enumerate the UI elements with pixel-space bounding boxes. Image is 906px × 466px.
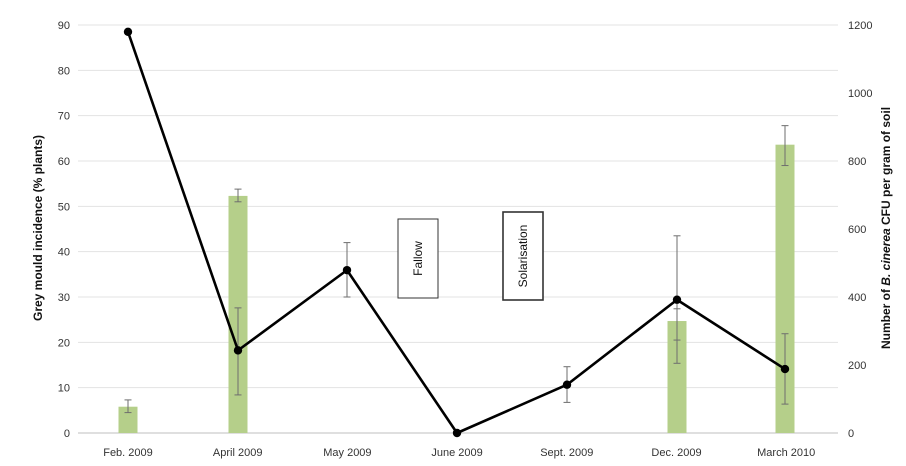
x-tick-label: Feb. 2009: [103, 447, 153, 459]
left-tick-label: 90: [58, 20, 70, 32]
left-tick-label: 10: [58, 383, 70, 395]
x-tick-label: April 2009: [213, 447, 263, 459]
bar-error-bar: [124, 399, 132, 414]
annotation-label: Solarisation: [516, 225, 530, 288]
x-tick-label: June 2009: [431, 447, 482, 459]
right-axis-title-italic: B. cinerea: [879, 228, 893, 286]
right-axis-title-prefix: Number of: [879, 286, 893, 349]
line-point: [342, 265, 352, 275]
left-tick-label: 40: [58, 247, 70, 259]
right-tick-label: 800: [848, 156, 866, 168]
x-axis-ticks: Feb. 2009 April 2009 May 2009 June 2009 Sept…: [103, 447, 815, 459]
annotations: Fallow Solarisation: [397, 211, 544, 301]
bars: [118, 144, 795, 433]
right-axis-title-suffix: CFU per gram of soil: [879, 107, 893, 228]
left-tick-label: 70: [58, 111, 70, 123]
x-tick-label: Sept. 2009: [540, 447, 593, 459]
bar-error-bar: [234, 188, 242, 203]
annotation-box: [502, 211, 544, 301]
x-tick-label: March 2010: [757, 447, 815, 459]
line-point: [562, 380, 572, 389]
x-tick-label: May 2009: [323, 447, 371, 459]
right-tick-label: 1200: [848, 20, 872, 32]
x-tick-label: Dec. 2009: [651, 447, 701, 459]
right-tick-label: 600: [848, 224, 866, 236]
left-tick-label: 0: [64, 428, 70, 440]
right-tick-label: 200: [848, 360, 866, 372]
bar-error-bar: [781, 125, 789, 167]
line-point: [452, 428, 462, 438]
annotation-fallow: Fallow: [397, 218, 439, 299]
right-axis-ticks: 0 200 400 600 800 1000 1200: [848, 20, 872, 440]
gridlines: [78, 24, 838, 434]
right-tick-label: 0: [848, 428, 854, 440]
left-axis-ticks: 0 10 20 30 40 50 60 70 80 90: [58, 20, 70, 440]
line-point: [123, 27, 133, 36]
bar: [118, 406, 138, 433]
right-tick-label: 400: [848, 292, 866, 304]
annotation-label: Fallow: [411, 241, 425, 276]
annotation-box: [397, 218, 439, 299]
left-tick-label: 60: [58, 156, 70, 168]
left-tick-label: 80: [58, 65, 70, 77]
bar-error-bars: [124, 125, 789, 414]
annotation-solarisation: Solarisation: [502, 211, 544, 301]
right-axis-title: Number of B. cinerea CFU per gram of soi…: [879, 107, 893, 349]
line-point: [233, 346, 243, 355]
left-tick-label: 20: [58, 337, 70, 349]
line-point: [780, 364, 790, 374]
left-tick-label: 30: [58, 292, 70, 304]
bar: [775, 144, 795, 433]
left-axis-title: Grey mould incidence (% plants): [31, 135, 45, 321]
right-tick-label: 1000: [848, 88, 872, 100]
bar: [667, 321, 687, 433]
left-tick-label: 50: [58, 201, 70, 213]
line-point: [672, 295, 682, 304]
cfu-line-series: [123, 27, 790, 438]
